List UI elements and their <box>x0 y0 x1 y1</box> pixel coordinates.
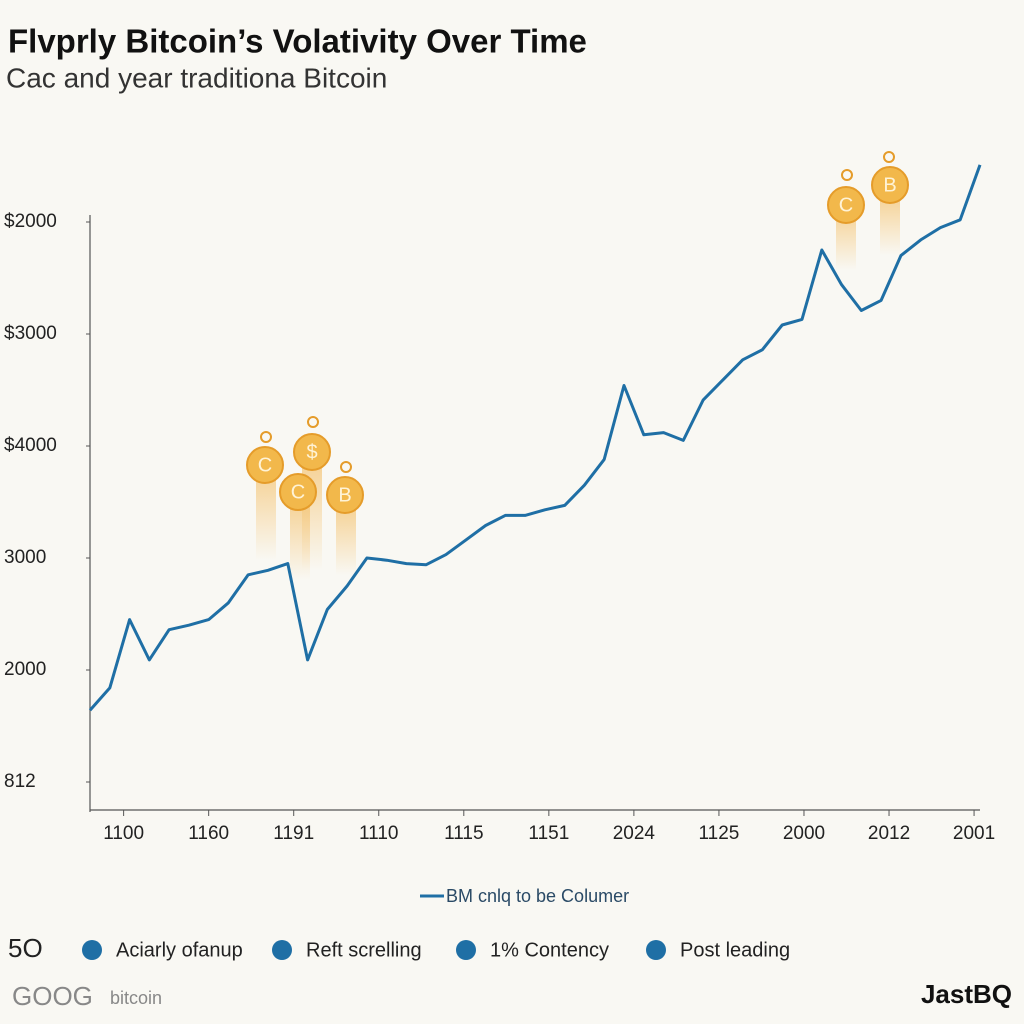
legend-item: Aciarly ofanup <box>116 939 243 961</box>
legend-item: Reft screlling <box>306 939 422 961</box>
chart-title: Flvprly Bitcoin’s Volativity Over Time <box>8 23 587 60</box>
y-tick-label: 3000 <box>4 547 46 568</box>
svg-text:C: C <box>258 454 272 476</box>
footer-brand-text: bitcoin <box>110 988 162 1008</box>
x-tick-label: 1160 <box>188 823 229 844</box>
x-tick-label: 2012 <box>868 823 910 844</box>
legend-label: BM cnlq to be Columer <box>446 886 629 906</box>
x-tick-label: 2001 <box>953 823 995 844</box>
x-tick-label: 1100 <box>103 823 144 844</box>
legend-dot <box>272 940 292 960</box>
x-tick-label: 1191 <box>273 823 314 844</box>
svg-text:C: C <box>839 194 853 216</box>
footer-brand: GOOG <box>12 981 93 1011</box>
svg-text:B: B <box>338 484 351 506</box>
chart-subtitle: Cac and year traditiona Bitcoin <box>6 62 387 93</box>
legend-dot <box>456 940 476 960</box>
svg-text:C: C <box>291 481 305 503</box>
data-line <box>88 164 982 712</box>
legend-dot <box>646 940 666 960</box>
x-tick-label: 1110 <box>359 823 398 844</box>
legend-extra-label: 5O <box>8 933 43 963</box>
x-tick-label: 1115 <box>444 823 483 844</box>
y-tick-label: $4000 <box>4 435 57 456</box>
svg-text:B: B <box>883 174 896 196</box>
x-tick-label: 1151 <box>528 823 569 844</box>
y-tick-label: $3000 <box>4 323 57 344</box>
svg-text:$: $ <box>306 441 317 463</box>
legend-item: Post leading <box>680 939 790 961</box>
y-tick-label: 812 <box>4 771 36 792</box>
y-tick-label: $2000 <box>4 211 57 232</box>
x-tick-label: 1125 <box>699 823 740 844</box>
x-tick-label: 2000 <box>783 823 825 844</box>
footer-right: JastBQ <box>921 979 1012 1009</box>
y-tick-label: 2000 <box>4 659 46 680</box>
legend-dot <box>82 940 102 960</box>
x-tick-label: 2024 <box>613 823 656 844</box>
legend-item: 1% Contency <box>490 939 609 961</box>
